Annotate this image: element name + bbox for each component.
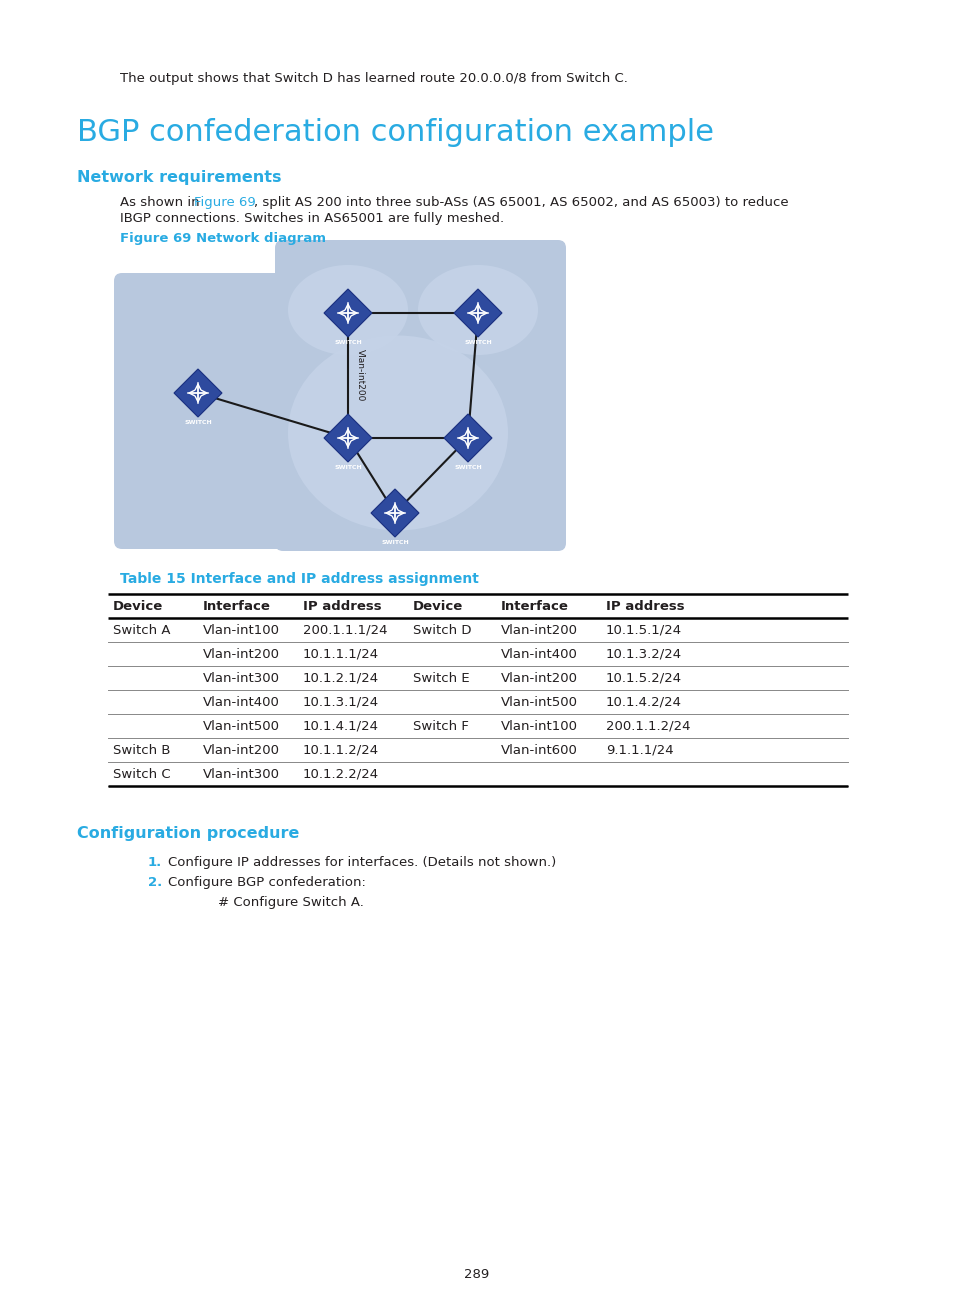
Text: As shown in: As shown in — [120, 196, 204, 209]
Text: Switch C: Switch C — [112, 767, 171, 780]
Text: Vlan-int400: Vlan-int400 — [203, 696, 279, 709]
Text: 10.1.1.1/24: 10.1.1.1/24 — [303, 648, 378, 661]
Text: Network requirements: Network requirements — [77, 170, 281, 185]
Text: SWITCH: SWITCH — [334, 465, 361, 470]
Text: Vlan-int600: Vlan-int600 — [500, 744, 578, 757]
Text: , split AS 200 into three sub-ASs (AS 65001, AS 65002, and AS 65003) to reduce: , split AS 200 into three sub-ASs (AS 65… — [253, 196, 788, 209]
Text: Device: Device — [112, 600, 163, 613]
Text: Vlan-int200: Vlan-int200 — [500, 623, 578, 636]
Text: 10.1.2.2/24: 10.1.2.2/24 — [303, 767, 378, 780]
Text: Switch A: Switch A — [112, 623, 171, 636]
Ellipse shape — [288, 264, 408, 355]
Text: The output shows that Switch D has learned route 20.0.0.0/8 from Switch C.: The output shows that Switch D has learn… — [120, 73, 627, 86]
Text: # Configure Switch A.: # Configure Switch A. — [218, 896, 363, 908]
Text: SWITCH: SWITCH — [334, 340, 361, 345]
Text: Vlan-int100: Vlan-int100 — [500, 719, 578, 732]
Text: Figure 69: Figure 69 — [193, 196, 255, 209]
Ellipse shape — [417, 264, 537, 355]
Text: BGP confederation configuration example: BGP confederation configuration example — [77, 118, 713, 146]
Text: SWITCH: SWITCH — [381, 540, 409, 546]
Text: 10.1.4.2/24: 10.1.4.2/24 — [605, 696, 681, 709]
Text: SWITCH: SWITCH — [464, 340, 492, 345]
Text: 10.1.4.1/24: 10.1.4.1/24 — [303, 719, 378, 732]
Polygon shape — [443, 413, 492, 461]
Text: SWITCH: SWITCH — [454, 465, 481, 470]
Text: Switch D: Switch D — [413, 623, 471, 636]
Polygon shape — [454, 289, 501, 337]
Text: Vlan-int200: Vlan-int200 — [203, 744, 280, 757]
Text: Switch E: Switch E — [413, 671, 469, 684]
Text: Vlan-int200: Vlan-int200 — [203, 648, 280, 661]
Text: Vlan-int500: Vlan-int500 — [203, 719, 280, 732]
Text: Interface: Interface — [500, 600, 568, 613]
Text: 200.1.1.1/24: 200.1.1.1/24 — [303, 623, 387, 636]
Text: Configuration procedure: Configuration procedure — [77, 826, 299, 841]
Text: Vlan-int500: Vlan-int500 — [500, 696, 578, 709]
Text: IBGP connections. Switches in AS65001 are fully meshed.: IBGP connections. Switches in AS65001 ar… — [120, 213, 503, 226]
Ellipse shape — [288, 336, 507, 530]
Text: 10.1.3.2/24: 10.1.3.2/24 — [605, 648, 681, 661]
Text: Vlan-int300: Vlan-int300 — [203, 767, 280, 780]
Text: IP address: IP address — [605, 600, 684, 613]
FancyBboxPatch shape — [274, 240, 565, 551]
Text: 10.1.1.2/24: 10.1.1.2/24 — [303, 744, 378, 757]
Text: Vlan-int100: Vlan-int100 — [203, 623, 280, 636]
Text: Vlan-int200: Vlan-int200 — [355, 350, 365, 402]
Text: 200.1.1.2/24: 200.1.1.2/24 — [605, 719, 690, 732]
Text: 10.1.5.1/24: 10.1.5.1/24 — [605, 623, 681, 636]
Text: SWITCH: SWITCH — [184, 420, 212, 425]
Text: IP address: IP address — [303, 600, 381, 613]
Text: Configure BGP confederation:: Configure BGP confederation: — [168, 876, 366, 889]
Text: Interface: Interface — [203, 600, 271, 613]
Text: 289: 289 — [464, 1267, 489, 1280]
Text: 1.: 1. — [148, 855, 162, 870]
Text: Configure IP addresses for interfaces. (Details not shown.): Configure IP addresses for interfaces. (… — [168, 855, 556, 870]
Text: 10.1.5.2/24: 10.1.5.2/24 — [605, 671, 681, 684]
Polygon shape — [173, 369, 222, 417]
Text: Switch B: Switch B — [112, 744, 171, 757]
Text: Vlan-int200: Vlan-int200 — [500, 671, 578, 684]
Text: Vlan-int300: Vlan-int300 — [203, 671, 280, 684]
Text: 9.1.1.1/24: 9.1.1.1/24 — [605, 744, 673, 757]
Text: Table 15 Interface and IP address assignment: Table 15 Interface and IP address assign… — [120, 572, 478, 586]
Text: 10.1.2.1/24: 10.1.2.1/24 — [303, 671, 378, 684]
Polygon shape — [324, 413, 372, 461]
Text: 2.: 2. — [148, 876, 162, 889]
Text: Vlan-int400: Vlan-int400 — [500, 648, 578, 661]
Text: 10.1.3.1/24: 10.1.3.1/24 — [303, 696, 378, 709]
FancyBboxPatch shape — [113, 273, 285, 550]
Text: Device: Device — [413, 600, 463, 613]
Polygon shape — [371, 489, 418, 537]
Polygon shape — [324, 289, 372, 337]
Text: Switch F: Switch F — [413, 719, 468, 732]
Text: Figure 69 Network diagram: Figure 69 Network diagram — [120, 232, 326, 245]
